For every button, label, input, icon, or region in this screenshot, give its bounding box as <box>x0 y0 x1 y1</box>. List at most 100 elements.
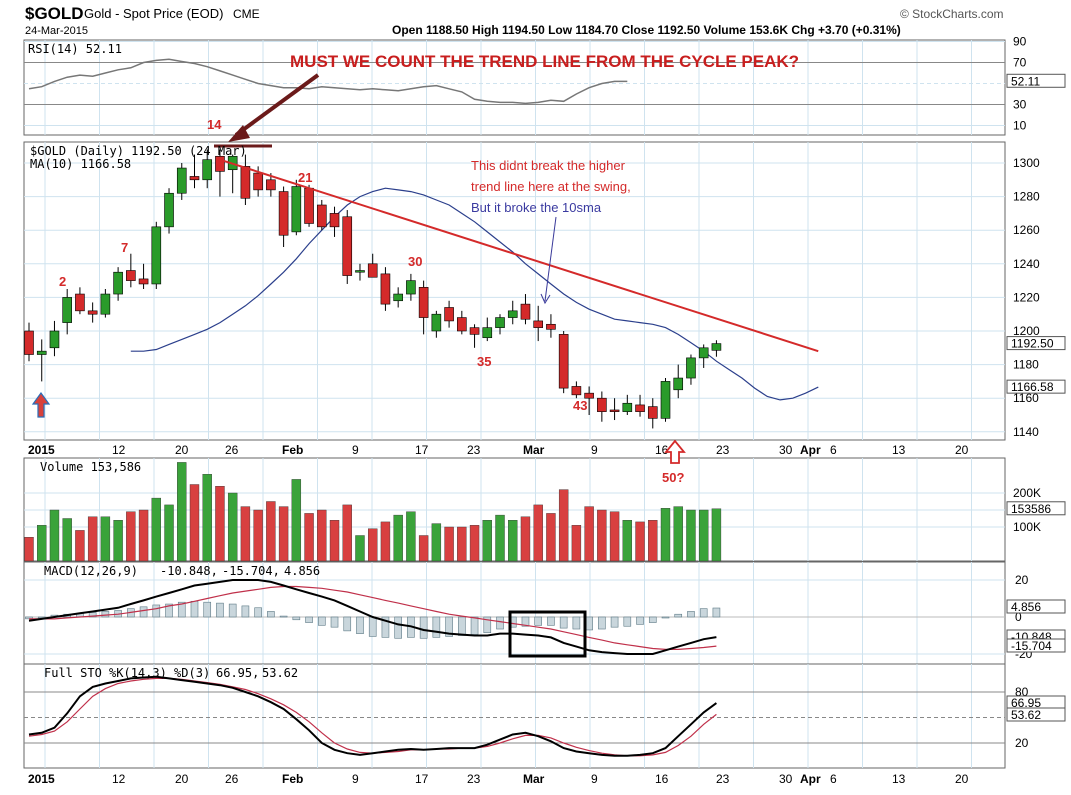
candle-body <box>507 310 518 318</box>
stochastic-d-last-box <box>1006 707 1066 722</box>
volume-bar <box>126 511 136 562</box>
candle-body <box>622 402 633 412</box>
macd-histogram-bar <box>101 611 110 618</box>
note-line-1: This didnt break the higher <box>471 158 626 173</box>
count-label-2: 2 <box>59 274 66 289</box>
volume-bar <box>660 508 671 562</box>
rsi-tick-label: 30 <box>1013 98 1027 112</box>
candle-body <box>609 409 620 412</box>
rsi-line <box>28 58 628 105</box>
pointer-arrow-icon <box>228 73 320 142</box>
bottom-date-axis-label: Feb <box>282 772 303 786</box>
date-axis-label: 20 <box>955 443 969 457</box>
chart-date: 24-Mar-2015 <box>25 25 88 37</box>
macd-histogram-bar <box>419 616 428 639</box>
date-axis-label: 26 <box>225 443 239 457</box>
macd-histogram-bar <box>687 611 695 618</box>
macd-histogram-bar <box>470 616 479 635</box>
date-axis-label: 12 <box>112 443 126 457</box>
macd-histogram-bar <box>661 616 670 619</box>
date-axis-label: 13 <box>892 443 906 457</box>
candle-body <box>266 179 276 191</box>
candle-body <box>660 381 671 419</box>
macd-histogram-bar <box>368 616 377 637</box>
count-label-30: 30 <box>408 254 422 269</box>
stochastic-k-line <box>28 675 717 757</box>
note-line-3: But it broke the 10sma <box>471 200 602 215</box>
up-arrow-icon <box>31 391 51 418</box>
candle-body <box>176 167 187 194</box>
volume-bar <box>558 489 569 562</box>
macd-signal-value: -15.704, <box>222 564 280 578</box>
price-tick-label: 1180 <box>1013 358 1039 372</box>
volume-bar <box>317 509 327 562</box>
volume-bar <box>113 520 123 562</box>
candle-body <box>126 270 136 281</box>
volume-bar <box>597 509 607 562</box>
volume-bar <box>520 516 531 562</box>
candle-body <box>546 323 556 330</box>
macd-histogram-bar <box>292 616 301 621</box>
volume-bar <box>380 521 391 562</box>
macd-histogram-bar <box>317 616 326 626</box>
volume-title: Volume 153,586 <box>40 460 141 474</box>
date-axis-label: 30 <box>779 443 793 457</box>
macd-histogram-bar <box>190 600 199 618</box>
candle-body <box>686 357 696 379</box>
stockcharts-logo: © StockCharts.com <box>900 7 1004 21</box>
ma-title: MA(10) 1166.58 <box>30 157 131 171</box>
ma-last-value: 1166.58 <box>1011 380 1054 394</box>
candle-body <box>113 271 123 295</box>
volume-bar <box>215 486 225 562</box>
volume-bar <box>227 492 238 562</box>
volume-bar <box>253 509 263 562</box>
candle-body <box>698 347 709 359</box>
volume-bar <box>304 513 314 562</box>
candle-body <box>24 330 34 355</box>
candle-body <box>469 327 480 335</box>
volume-bar <box>100 516 111 562</box>
volume-tick-label: 200K <box>1013 486 1041 500</box>
bottom-date-axis-label: Apr <box>800 772 821 786</box>
volume-bar <box>189 484 200 562</box>
volume-bar <box>533 504 543 562</box>
macd-histogram-bar <box>165 603 173 618</box>
price-tick-label: 1260 <box>1013 223 1040 237</box>
macd-histogram-bar <box>228 603 237 618</box>
macd-histogram-bar <box>559 616 568 629</box>
volume-bar <box>393 514 403 562</box>
candle-body <box>138 278 149 285</box>
date-axis-label: 23 <box>467 443 481 457</box>
volume-bar <box>546 513 556 562</box>
candle-body <box>75 293 85 312</box>
volume-bar <box>240 506 251 562</box>
macd-histogram-bar <box>636 616 644 625</box>
volume-bar <box>571 525 582 562</box>
candle-body <box>36 350 47 355</box>
macd-histogram-bar <box>305 616 313 623</box>
macd-histogram-bar <box>623 616 632 627</box>
candle-body <box>520 303 531 320</box>
candle-body <box>253 172 263 191</box>
candle-body <box>711 343 722 351</box>
macd-histogram-bar <box>432 616 441 638</box>
candle-body <box>164 192 174 228</box>
macd-signal-line <box>29 585 717 651</box>
macd-hist-last: 4.856 <box>1011 600 1041 614</box>
candle-body <box>49 330 60 349</box>
bottom-date-axis-label: 17 <box>415 772 429 786</box>
volume-bar <box>49 509 60 562</box>
candle-body <box>342 216 353 276</box>
macd-title: MACD(12,26,9) <box>44 564 138 578</box>
macd-histogram-bar <box>254 607 262 618</box>
macd-histogram-bar <box>381 616 390 638</box>
candle-body <box>189 176 200 181</box>
macd-highlight-box <box>508 610 587 658</box>
macd-histogram-bar <box>330 616 339 628</box>
volume-bar <box>138 509 149 562</box>
rsi-pane <box>23 39 1006 136</box>
bottom-date-axis-label: 13 <box>892 772 906 786</box>
macd-histogram-bar <box>445 616 453 637</box>
volume-bar <box>342 504 352 562</box>
volume-last-value-box <box>1006 501 1066 516</box>
